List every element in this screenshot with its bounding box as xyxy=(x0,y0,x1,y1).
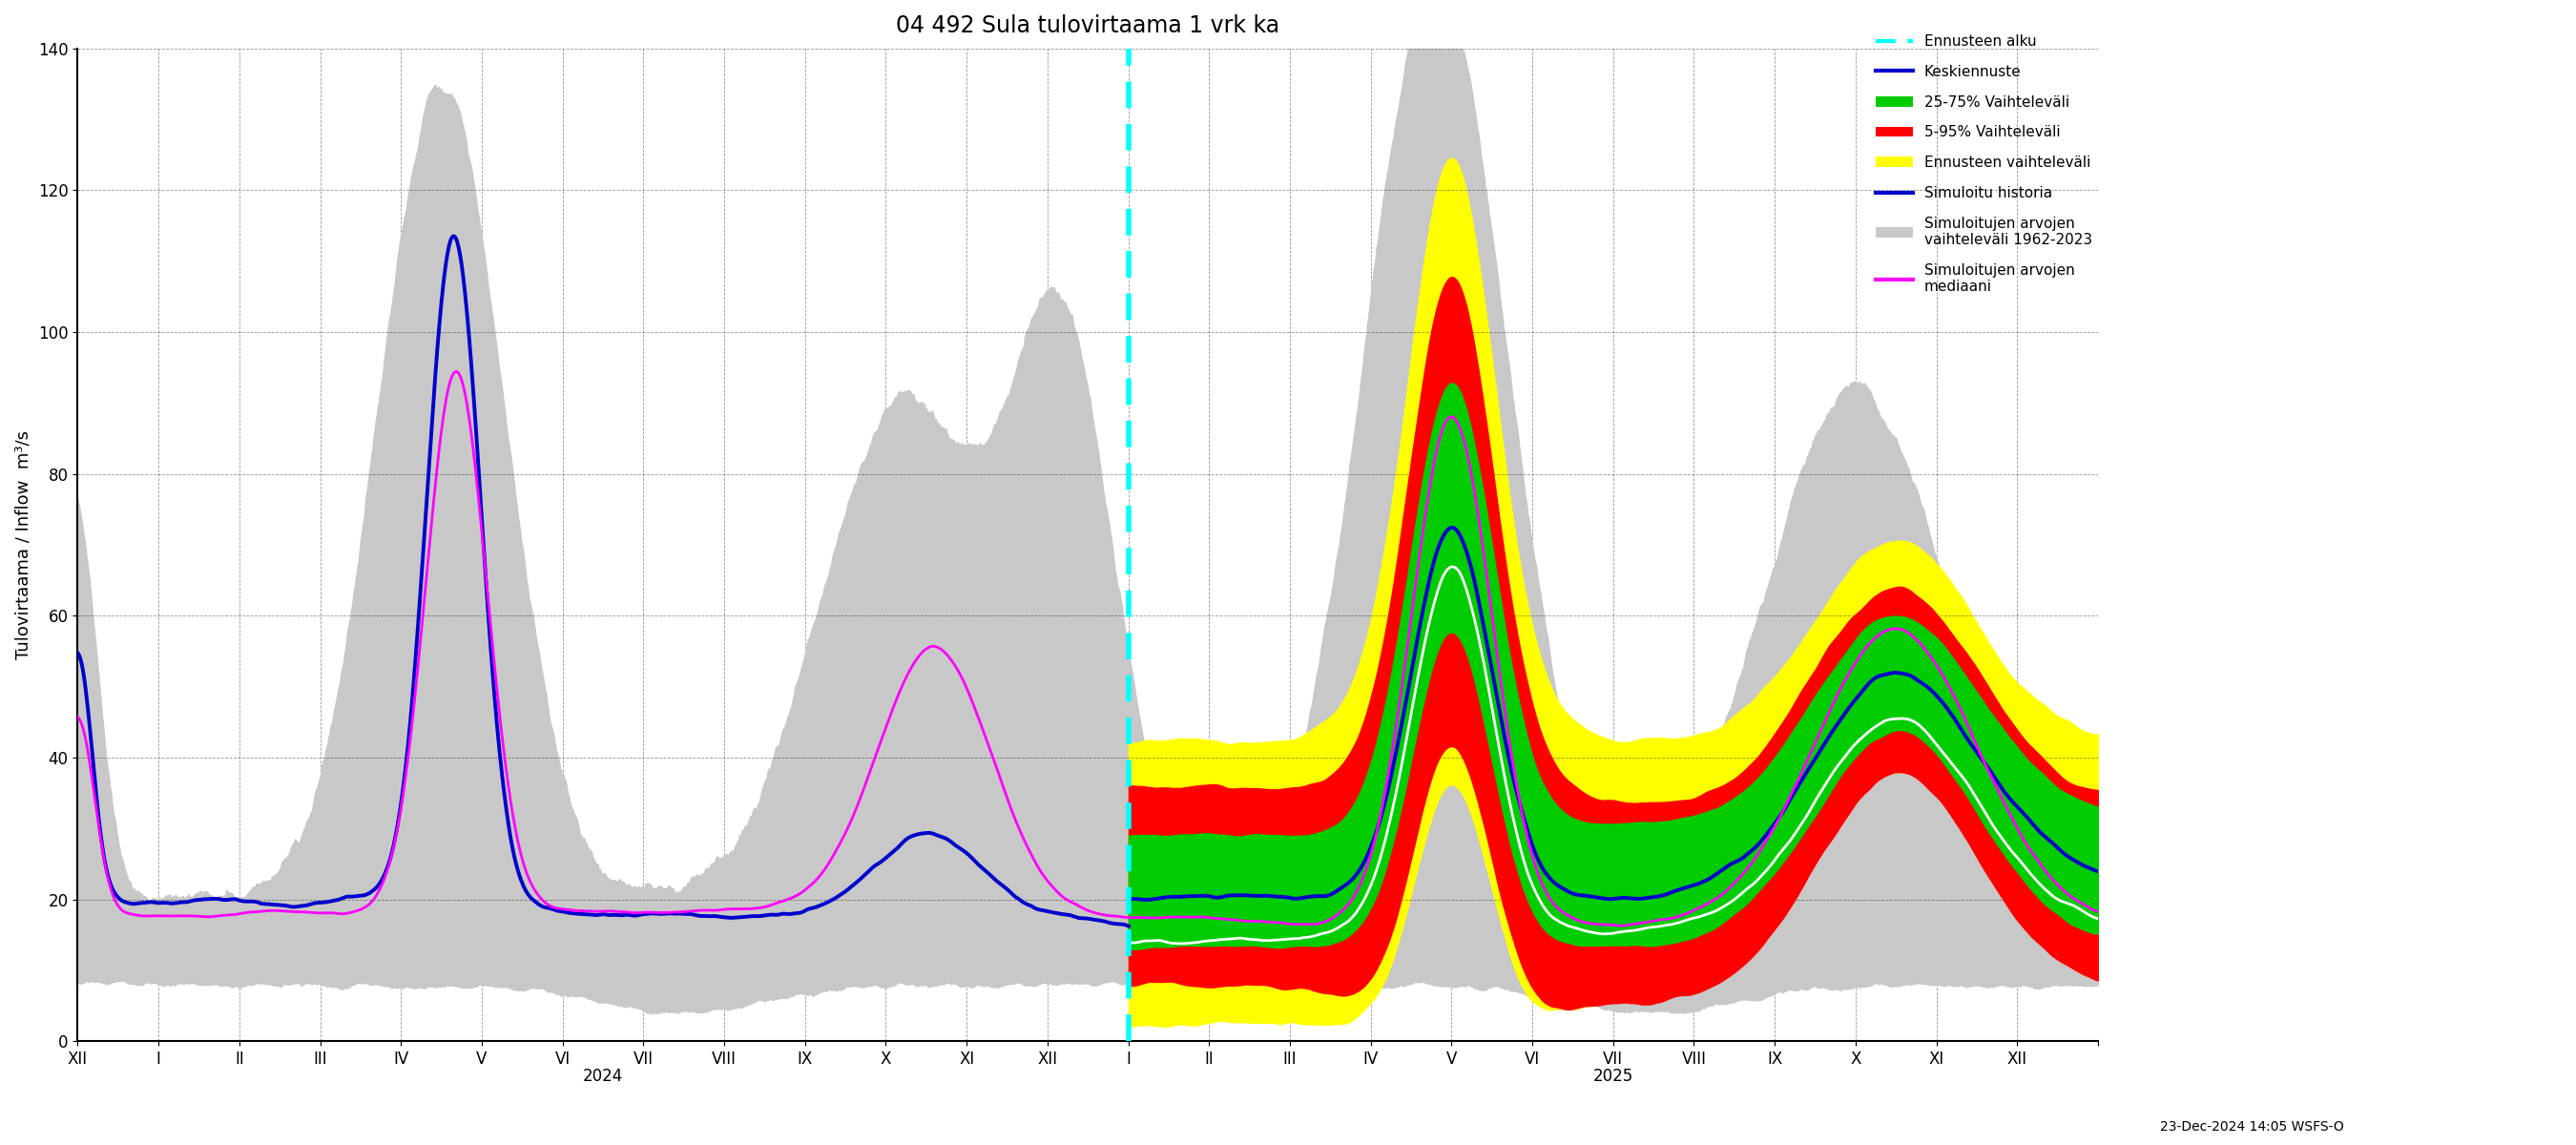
Text: 23-Dec-2024 14:05 WSFS-O: 23-Dec-2024 14:05 WSFS-O xyxy=(2161,1120,2344,1134)
Title: 04 492 Sula tulovirtaama 1 vrk ka: 04 492 Sula tulovirtaama 1 vrk ka xyxy=(896,14,1280,37)
Y-axis label: Tulovirtaama / Inflow  m³/s: Tulovirtaama / Inflow m³/s xyxy=(15,431,31,660)
Text: 2025: 2025 xyxy=(1592,1067,1633,1084)
Text: 2024: 2024 xyxy=(582,1067,623,1084)
Legend: Ennusteen alku, Keskiennuste, 25-75% Vaihteleväli, 5-95% Vaihteleväli, Ennusteen: Ennusteen alku, Keskiennuste, 25-75% Vai… xyxy=(1870,29,2097,300)
